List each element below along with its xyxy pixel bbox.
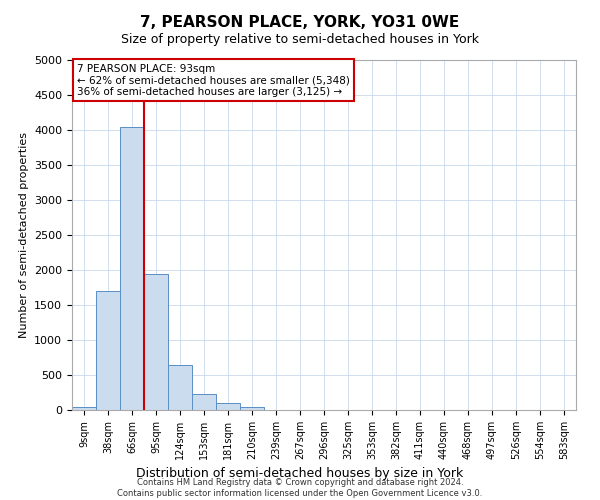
Text: Distribution of semi-detached houses by size in York: Distribution of semi-detached houses by … xyxy=(136,467,464,480)
Text: Contains HM Land Registry data © Crown copyright and database right 2024.
Contai: Contains HM Land Registry data © Crown c… xyxy=(118,478,482,498)
Bar xyxy=(192,394,216,410)
Text: 7, PEARSON PLACE, YORK, YO31 0WE: 7, PEARSON PLACE, YORK, YO31 0WE xyxy=(140,15,460,30)
Bar xyxy=(120,126,144,410)
Bar xyxy=(144,274,168,410)
Text: Size of property relative to semi-detached houses in York: Size of property relative to semi-detach… xyxy=(121,32,479,46)
Text: 7 PEARSON PLACE: 93sqm
← 62% of semi-detached houses are smaller (5,348)
36% of : 7 PEARSON PLACE: 93sqm ← 62% of semi-det… xyxy=(77,64,350,96)
Y-axis label: Number of semi-detached properties: Number of semi-detached properties xyxy=(19,132,29,338)
Bar xyxy=(168,364,192,410)
Bar xyxy=(72,406,96,410)
Bar xyxy=(240,406,264,410)
Bar xyxy=(96,291,120,410)
Bar xyxy=(216,403,240,410)
